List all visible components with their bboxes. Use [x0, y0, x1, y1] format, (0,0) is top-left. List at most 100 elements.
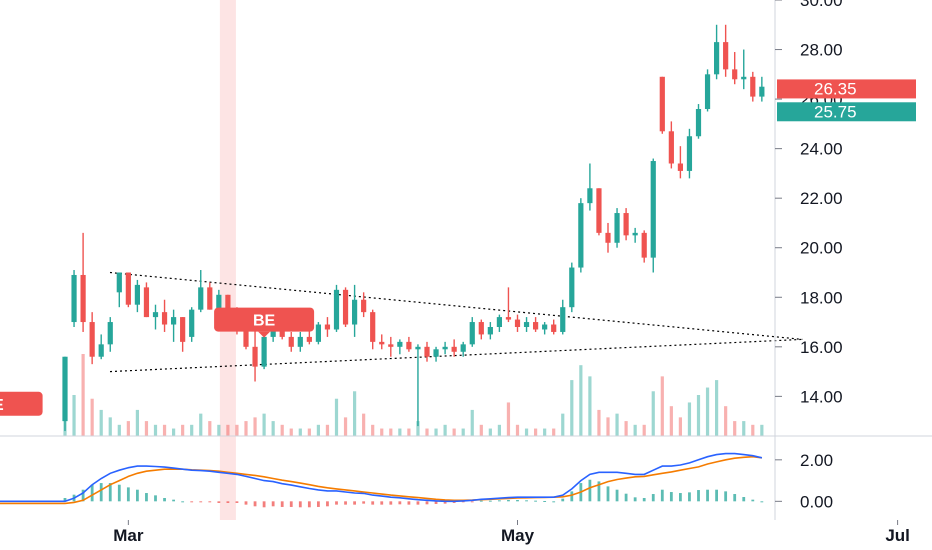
signal-marker-1[interactable]: BE — [0, 391, 43, 422]
candle — [668, 121, 674, 169]
macd-histogram-bar — [488, 500, 492, 502]
macd-histogram-bar — [425, 501, 429, 505]
candle-body — [107, 322, 113, 345]
date-axis[interactable]: Mar May Jul — [0, 520, 932, 550]
price-tick-label: 30.00 — [800, 0, 843, 10]
volume-bar — [81, 354, 85, 436]
candle — [714, 24, 720, 80]
candle-body — [487, 327, 493, 335]
candle-body — [216, 294, 222, 310]
price-tag-1: 25.75 — [777, 102, 916, 122]
candle-body — [333, 289, 340, 330]
macd-histogram-bar — [552, 501, 556, 503]
macd-histogram-bar — [479, 500, 483, 502]
candle — [125, 272, 131, 308]
candle-body — [659, 76, 665, 132]
price-tick-label: 20.00 — [800, 239, 843, 258]
candle — [596, 188, 602, 236]
volume-bar — [343, 417, 348, 436]
macd-histogram-bar — [525, 500, 528, 502]
candle — [496, 314, 502, 332]
macd-tick-label: 0.00 — [800, 492, 833, 511]
volume-bar — [244, 421, 248, 436]
macd-axis[interactable]: 0.00 2.00 — [775, 451, 833, 512]
candle — [62, 356, 68, 432]
candle — [478, 319, 484, 340]
candle-body — [125, 272, 131, 305]
candle-body — [315, 324, 321, 342]
macd-histogram-bar — [371, 501, 375, 505]
signal-marker-box — [214, 307, 315, 332]
volume-bar — [325, 424, 330, 436]
price-tag-label: 26.35 — [814, 79, 857, 98]
candle-body — [342, 289, 349, 325]
candle — [677, 146, 683, 179]
volume-bar — [371, 424, 375, 436]
candle — [198, 270, 204, 313]
candle-body — [261, 336, 267, 367]
candle-body — [542, 324, 548, 330]
candle-body — [152, 312, 159, 318]
candle — [189, 307, 195, 342]
candle-body — [415, 346, 421, 350]
candle — [433, 346, 439, 362]
volume-bar — [461, 428, 465, 436]
price-tick-label: 24.00 — [800, 140, 843, 159]
macd-signal-line — [0, 455, 762, 505]
volume-bar — [190, 424, 194, 436]
volume-bar — [153, 424, 158, 436]
candle-body — [442, 346, 448, 350]
volume-bar — [751, 424, 755, 436]
volume-bar — [90, 398, 94, 436]
price-axis[interactable]: 14.0016.0018.0020.0022.0024.0026.0028.00… — [775, 0, 843, 406]
candle-body — [560, 307, 566, 332]
macd-histogram-bar — [217, 501, 221, 503]
macd-histogram-bar — [326, 501, 329, 507]
volume-bar — [687, 402, 692, 436]
macd-histogram-bar — [398, 501, 402, 505]
volume-bar — [271, 421, 275, 436]
volume-bar — [651, 391, 655, 436]
price-tick-label: 28.00 — [800, 41, 843, 60]
candle-body — [533, 322, 539, 330]
macd-histogram-bar — [90, 484, 94, 502]
macd-histogram-bar — [416, 501, 420, 505]
macd-histogram-bar — [199, 501, 203, 503]
volume-bar — [162, 424, 167, 436]
volume-bar — [488, 428, 492, 436]
candle — [406, 336, 412, 352]
macd-histogram-bar — [280, 501, 284, 507]
candle-body — [370, 312, 376, 342]
volume-bar — [298, 428, 302, 436]
volume-bar — [543, 428, 547, 436]
macd-histogram-bar — [145, 493, 148, 502]
candle-body — [505, 317, 512, 320]
volume-bar — [407, 428, 411, 436]
candle-body — [189, 309, 195, 337]
candle-body — [198, 287, 204, 310]
volume-bar — [416, 421, 420, 436]
macd-histogram-bar — [253, 501, 257, 507]
volume-bar — [208, 421, 212, 436]
volume-bar — [660, 376, 664, 436]
candlesticks — [62, 24, 765, 432]
candle-body — [523, 322, 530, 327]
volume-bar — [434, 428, 438, 436]
date-tick-label: Jul — [885, 526, 910, 545]
candle-body — [578, 203, 584, 268]
macd-histogram-bar — [470, 501, 474, 503]
macd-histogram-bar — [317, 501, 320, 507]
candle — [415, 344, 421, 427]
signal-marker-0[interactable]: BE — [214, 307, 315, 338]
volume-bar — [425, 428, 429, 436]
volume-bar — [515, 424, 520, 436]
candle-body — [478, 322, 484, 335]
macd-histogram-bar — [706, 489, 709, 502]
candle — [397, 339, 403, 355]
candle-body — [632, 232, 638, 236]
macd-histogram-bar — [615, 489, 619, 502]
volume-bar — [443, 424, 447, 436]
candle-body — [723, 42, 729, 70]
macd-histogram-bar — [172, 499, 175, 502]
